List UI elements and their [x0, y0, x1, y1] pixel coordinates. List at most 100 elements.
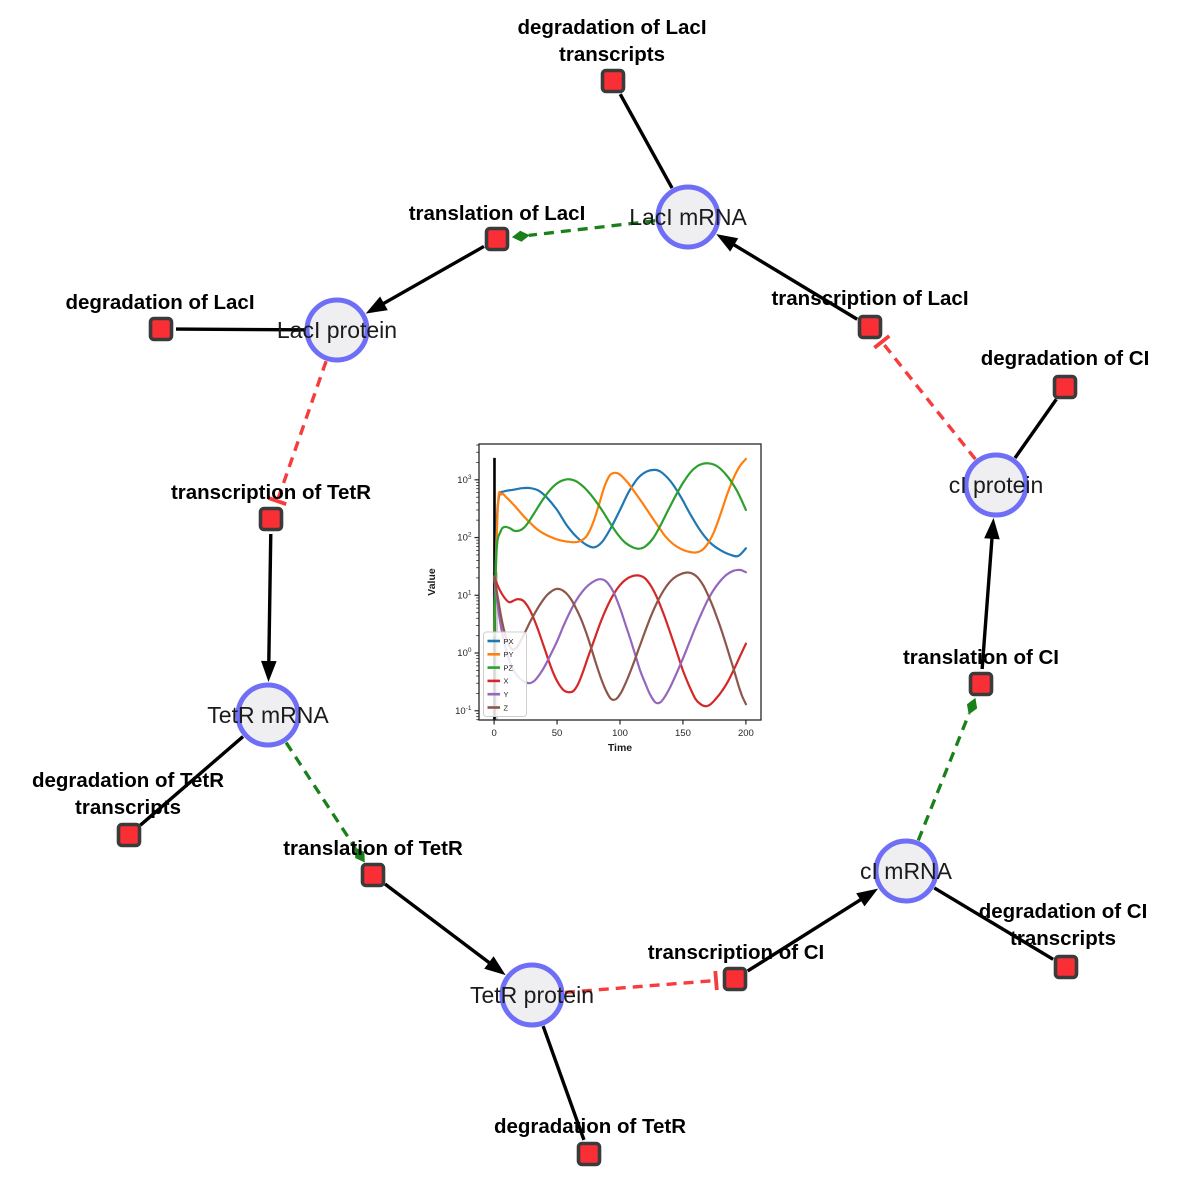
edge-consumption-ci_protein-deg_ci — [1013, 398, 1058, 459]
reaction-square[interactable] — [600, 68, 626, 94]
reaction-square[interactable] — [484, 226, 510, 252]
inhibitor-bar — [713, 970, 719, 991]
edge-consumption-tetr_mrna-deg_tetr_tx — [139, 735, 245, 827]
species-node-laci_protein[interactable]: LacI protein — [277, 297, 397, 363]
plot-figure-background — [424, 437, 776, 762]
legend-label-PX: PX — [504, 637, 514, 646]
species-circle[interactable] — [235, 682, 301, 748]
species-node-ci_protein[interactable]: cI protein — [949, 452, 1044, 518]
legend-label-X: X — [504, 677, 509, 686]
plot-legend: PX PY PZ XYZ — [483, 631, 527, 717]
series-line-PZ — [493, 462, 747, 637]
species-circle[interactable] — [873, 838, 939, 904]
series-line-PX — [493, 468, 747, 637]
reaction-layer: degradation of LacI transcripts translatio… — [32, 16, 1150, 1167]
catalysis-arrowhead — [511, 230, 530, 242]
reaction-node-deg_laci_tx[interactable]: degradation of LacI transcripts — [517, 16, 707, 94]
x-axis-title: Time — [608, 742, 632, 754]
species-node-tetr_protein[interactable]: TetR protein — [470, 962, 594, 1028]
edge-production-tx_tetr-tetr_mrna — [261, 533, 277, 683]
reaction-square[interactable] — [1053, 954, 1079, 980]
reaction-node-tx_ci[interactable]: transcription of CI — [648, 941, 825, 992]
legend-label-Y: Y — [504, 690, 509, 699]
reaction-label: degradation of TetR — [32, 769, 224, 792]
x-tick-label: 150 — [675, 728, 691, 739]
edge-consumption-tetr_protein-deg_tetr — [541, 1025, 586, 1141]
reaction-square[interactable] — [576, 1141, 602, 1167]
reaction-square[interactable] — [722, 966, 748, 992]
series-line-Z — [493, 571, 747, 706]
edge-catalysis-ci_mrna-transl_ci — [916, 697, 978, 841]
edge-consumption-ci_mrna-deg_ci_tx — [933, 886, 1055, 961]
reaction-label: degradation of TetR — [494, 1115, 686, 1138]
inhibitor-bar — [267, 496, 287, 506]
edge-layer — [139, 93, 1058, 1141]
production-arrowhead — [484, 956, 506, 976]
y-tick-label: 102 — [457, 532, 472, 544]
reaction-label: translation of LacI — [409, 202, 586, 225]
species-circle[interactable] — [963, 452, 1029, 518]
y-tick-label: 10-1 — [455, 705, 472, 717]
x-tick-label: 50 — [552, 728, 563, 739]
reaction-square[interactable] — [1052, 374, 1078, 400]
production-arrowhead — [261, 660, 277, 683]
reaction-label: translation of CI — [903, 646, 1059, 669]
x-tick-label: 200 — [738, 728, 754, 739]
species-layer: LacI mRNA LacI protein TetR mRNA TetR prote… — [207, 184, 1044, 1028]
species-node-ci_mrna[interactable]: cI mRNA — [860, 838, 953, 904]
legend-label-Z: Z — [504, 703, 509, 712]
species-label: LacI protein — [277, 317, 397, 343]
x-axis: 0 50 100 150 200 Time — [491, 720, 754, 754]
species-node-tetr_mrna[interactable]: TetR mRNA — [207, 682, 329, 748]
reaction-node-deg_laci[interactable]: degradation of LacI — [65, 291, 255, 342]
reaction-node-deg_tetr_tx[interactable]: degradation of TetR transcripts — [32, 769, 224, 848]
edge-production-tx_ci-ci_mrna — [746, 888, 879, 973]
edge-inhibition-laci_protein-tx_tetr — [267, 360, 328, 506]
reaction-node-transl_laci[interactable]: translation of LacI — [409, 202, 586, 252]
edge-production-transl_tetr-tetr_protein — [383, 882, 506, 976]
series-line-Y — [493, 568, 747, 705]
reaction-square[interactable] — [148, 316, 174, 342]
reaction-label: transcription of LacI — [771, 287, 968, 310]
reaction-label: transcripts — [559, 43, 665, 66]
production-arrowhead — [856, 888, 879, 907]
species-node-laci_mrna[interactable]: LacI mRNA — [629, 184, 747, 250]
catalysis-arrowhead — [966, 697, 978, 715]
edge-production-transl_laci-laci_protein — [365, 244, 485, 314]
reaction-node-transl_tetr[interactable]: translation of TetR — [283, 837, 463, 888]
y-tick-label: 103 — [457, 474, 472, 486]
reaction-node-deg_ci_tx[interactable]: degradation of CI transcripts — [979, 900, 1148, 980]
reaction-node-tx_tetr[interactable]: transcription of TetR — [171, 481, 371, 532]
time-series-plot: 0 50 100 150 200Time10-1100101102103ValuePXP… — [424, 437, 776, 762]
reaction-label: degradation of LacI — [65, 291, 254, 314]
reaction-square[interactable] — [360, 862, 386, 888]
production-arrowhead — [365, 296, 388, 314]
reaction-square[interactable] — [258, 506, 284, 532]
reaction-label: degradation of LacI — [517, 16, 706, 39]
reaction-label: degradation of CI — [981, 347, 1150, 370]
species-label: cI protein — [949, 472, 1044, 498]
species-label: TetR mRNA — [207, 702, 329, 728]
species-circle[interactable] — [304, 297, 370, 363]
reaction-square[interactable] — [857, 314, 883, 340]
edge-catalysis-laci_mrna-transl_laci — [511, 219, 656, 242]
inhibitor-bar — [873, 334, 891, 350]
reaction-label: transcripts — [75, 796, 181, 819]
y-axis: 10-1 100 101 102 103 Value — [426, 444, 479, 721]
species-label: cI mRNA — [860, 858, 953, 884]
reaction-node-deg_ci[interactable]: degradation of CI — [981, 347, 1150, 400]
reaction-node-transl_ci[interactable]: translation of CI — [903, 646, 1059, 697]
reaction-node-tx_laci[interactable]: transcription of LacI — [771, 287, 969, 340]
species-circle[interactable] — [499, 962, 565, 1028]
reaction-square[interactable] — [116, 822, 142, 848]
reaction-label: transcription of CI — [648, 941, 825, 964]
species-circle[interactable] — [655, 184, 721, 250]
catalysis-arrowhead — [354, 847, 365, 863]
reaction-node-deg_tetr[interactable]: degradation of TetR — [494, 1115, 686, 1167]
edge-consumption-laci_mrna-deg_laci_tx — [618, 93, 674, 189]
edge-production-transl_ci-ci_protein — [980, 517, 1000, 670]
reaction-square[interactable] — [968, 671, 994, 697]
reaction-label: transcripts — [1010, 927, 1116, 950]
